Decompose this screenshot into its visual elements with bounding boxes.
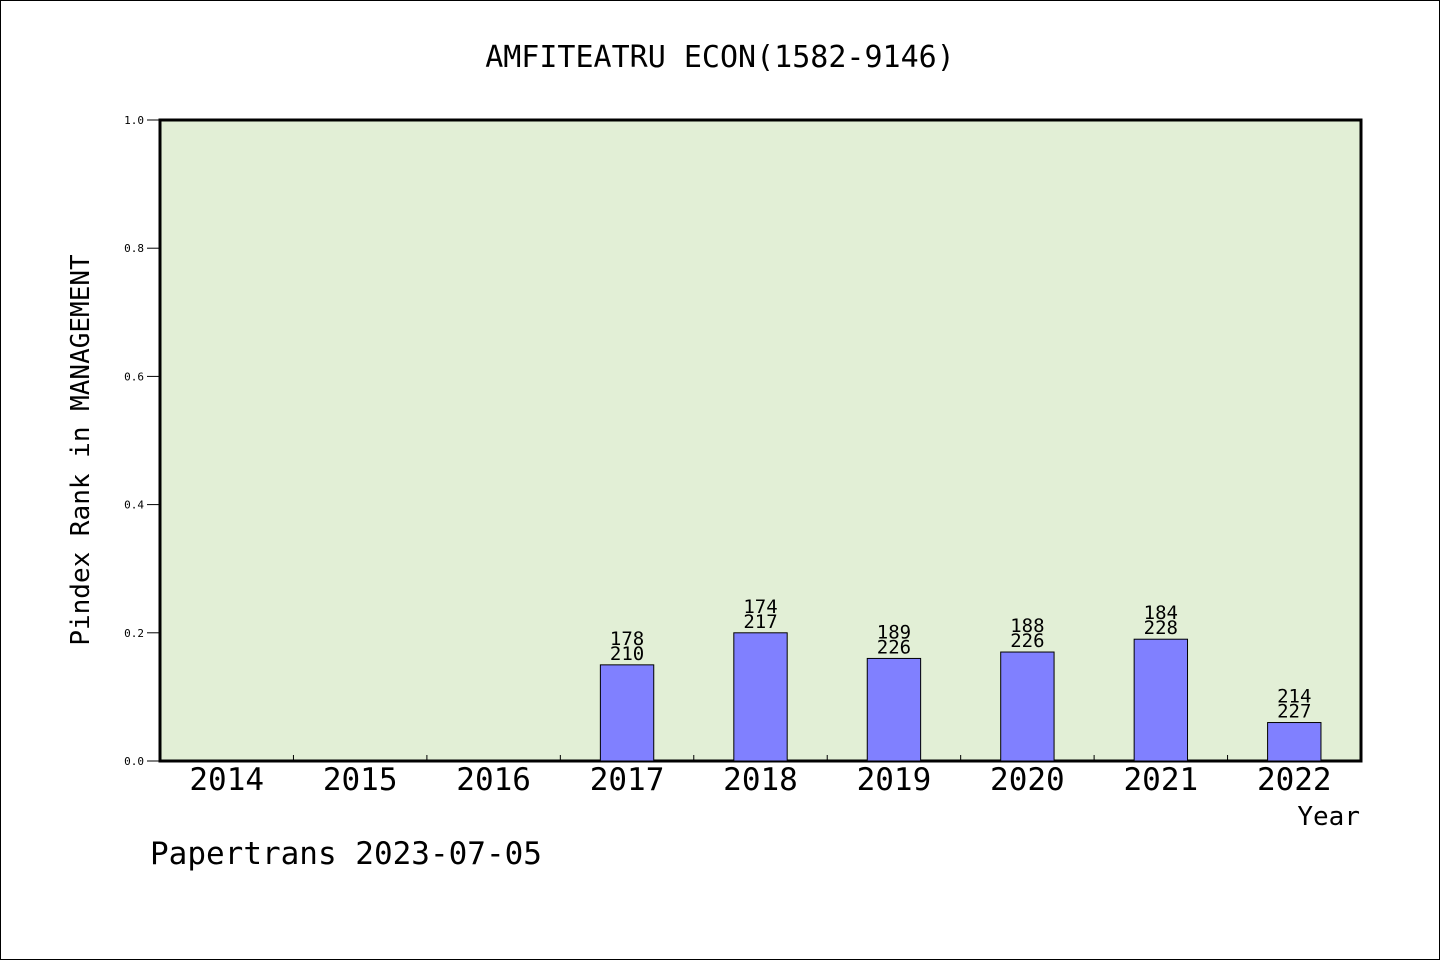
bar [733,632,788,762]
bar [599,664,655,762]
x-axis: 2014 2015 2016 2017 2018 2019 2020 2021 2022 [189,755,1332,798]
x-tick-label: 2014 [189,762,264,798]
x-tick-label: 2019 [857,762,932,798]
bar-total-label: 217 [743,611,777,633]
bar-total-label: 228 [1144,617,1178,639]
bar-rank-label: 214 [1277,686,1311,708]
bar [1000,651,1055,762]
y-axis: 0.0 0.2 0.4 0.6 0.8 1.0 [124,114,159,768]
x-tick-label: 2017 [590,762,665,798]
bar-total-label: 226 [877,636,911,658]
watermark-text: Papertrans 2023-07-05 [150,836,542,872]
bar-rank-label: 178 [610,628,644,650]
x-tick-label: 2015 [323,762,398,798]
y-tick-label: 0.2 [124,627,144,640]
bar-total-label: 227 [1277,701,1311,723]
bar [866,657,922,762]
y-tick-label: 0.4 [124,499,144,512]
y-tick-label: 0.6 [124,370,144,383]
x-tick-label: 2020 [990,762,1065,798]
x-tick-label: 2022 [1257,762,1332,798]
x-tick-label: 2016 [456,762,531,798]
bar [1267,722,1322,762]
y-tick-label: 0.0 [124,755,144,768]
bar-total-label: 210 [610,643,644,665]
bar-rank-label: 189 [877,621,911,643]
bar-rank-label: 184 [1144,602,1178,624]
y-tick-label: 0.8 [124,242,144,255]
y-axis-label: Pindex Rank in MANAGEMENT [66,254,96,646]
x-axis-label: Year [1297,802,1360,832]
x-tick-label: 2018 [723,762,798,798]
bar-series [599,632,1322,762]
bar [1133,638,1189,762]
x-tick-label: 2021 [1124,762,1199,798]
bar-total-label: 226 [1010,630,1044,652]
bar-rank-label: 174 [743,596,777,618]
chart-title: AMFITEATRU ECON(1582-9146) [485,40,955,75]
bar-rank-label: 188 [1010,615,1044,637]
y-tick-label: 1.0 [124,114,144,127]
